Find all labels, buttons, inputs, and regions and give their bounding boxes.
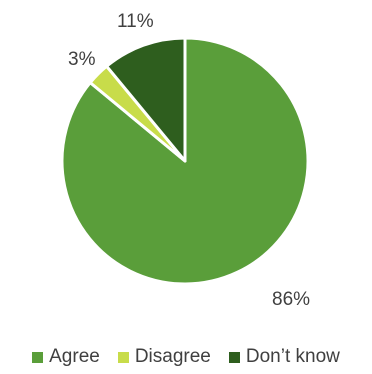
chart-legend: Agree Disagree Don’t know [0,344,372,370]
legend-swatch-agree [32,351,44,363]
legend-item-dont-know: Don’t know [228,346,340,368]
data-label-agree: 86% [272,289,310,310]
data-label-disagree: 3% [68,49,96,70]
legend-item-disagree: Disagree [117,346,211,368]
legend-label-dont-know: Don’t know [245,346,340,367]
legend-item-agree: Agree [32,346,100,368]
legend-swatch-dont-know [228,351,240,363]
legend-swatch-disagree [117,351,129,363]
pie-slice-dont-know [105,36,187,163]
legend-label-agree: Agree [49,346,100,367]
data-label-dont-know: 11% [117,11,154,32]
legend-label-disagree: Disagree [134,346,211,367]
